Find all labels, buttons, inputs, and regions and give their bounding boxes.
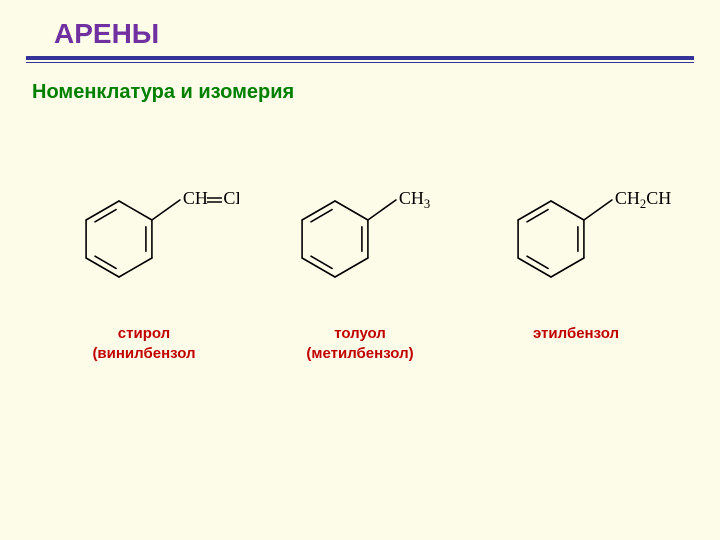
svg-text:CH2: CH2	[223, 188, 239, 211]
svg-text:CH: CH	[183, 188, 208, 208]
molecule-label: этилбензол	[533, 324, 619, 344]
page-title: АРЕНЫ	[54, 18, 694, 50]
molecule-label: стирол (винилбензол	[92, 324, 195, 365]
molecule-styrene: CH CH2 стирол (винилбензол	[44, 134, 244, 365]
molecule-row: CH CH2 стирол (винилбензол CH3 толуол (ме…	[26, 134, 694, 365]
slide: АРЕНЫ Номенклатура и изомерия CH CH2 стир…	[0, 0, 720, 540]
molecule-label: толуол (метилбензол)	[306, 324, 413, 365]
molecule-toluene: CH3 толуол (метилбензол)	[260, 134, 460, 365]
benzene-ethyl-icon: CH2CH3	[481, 134, 671, 304]
molecule-ethylbenzene: CH2CH3 этилбензол	[476, 134, 676, 344]
subtitle: Номенклатура и изомерия	[32, 81, 694, 104]
benzene-methyl-icon: CH3	[265, 134, 455, 304]
svg-text:CH2CH3: CH2CH3	[615, 188, 671, 211]
benzene-vinyl-icon: CH CH2	[49, 134, 239, 304]
title-rule	[26, 56, 694, 63]
svg-text:CH3: CH3	[399, 188, 430, 211]
